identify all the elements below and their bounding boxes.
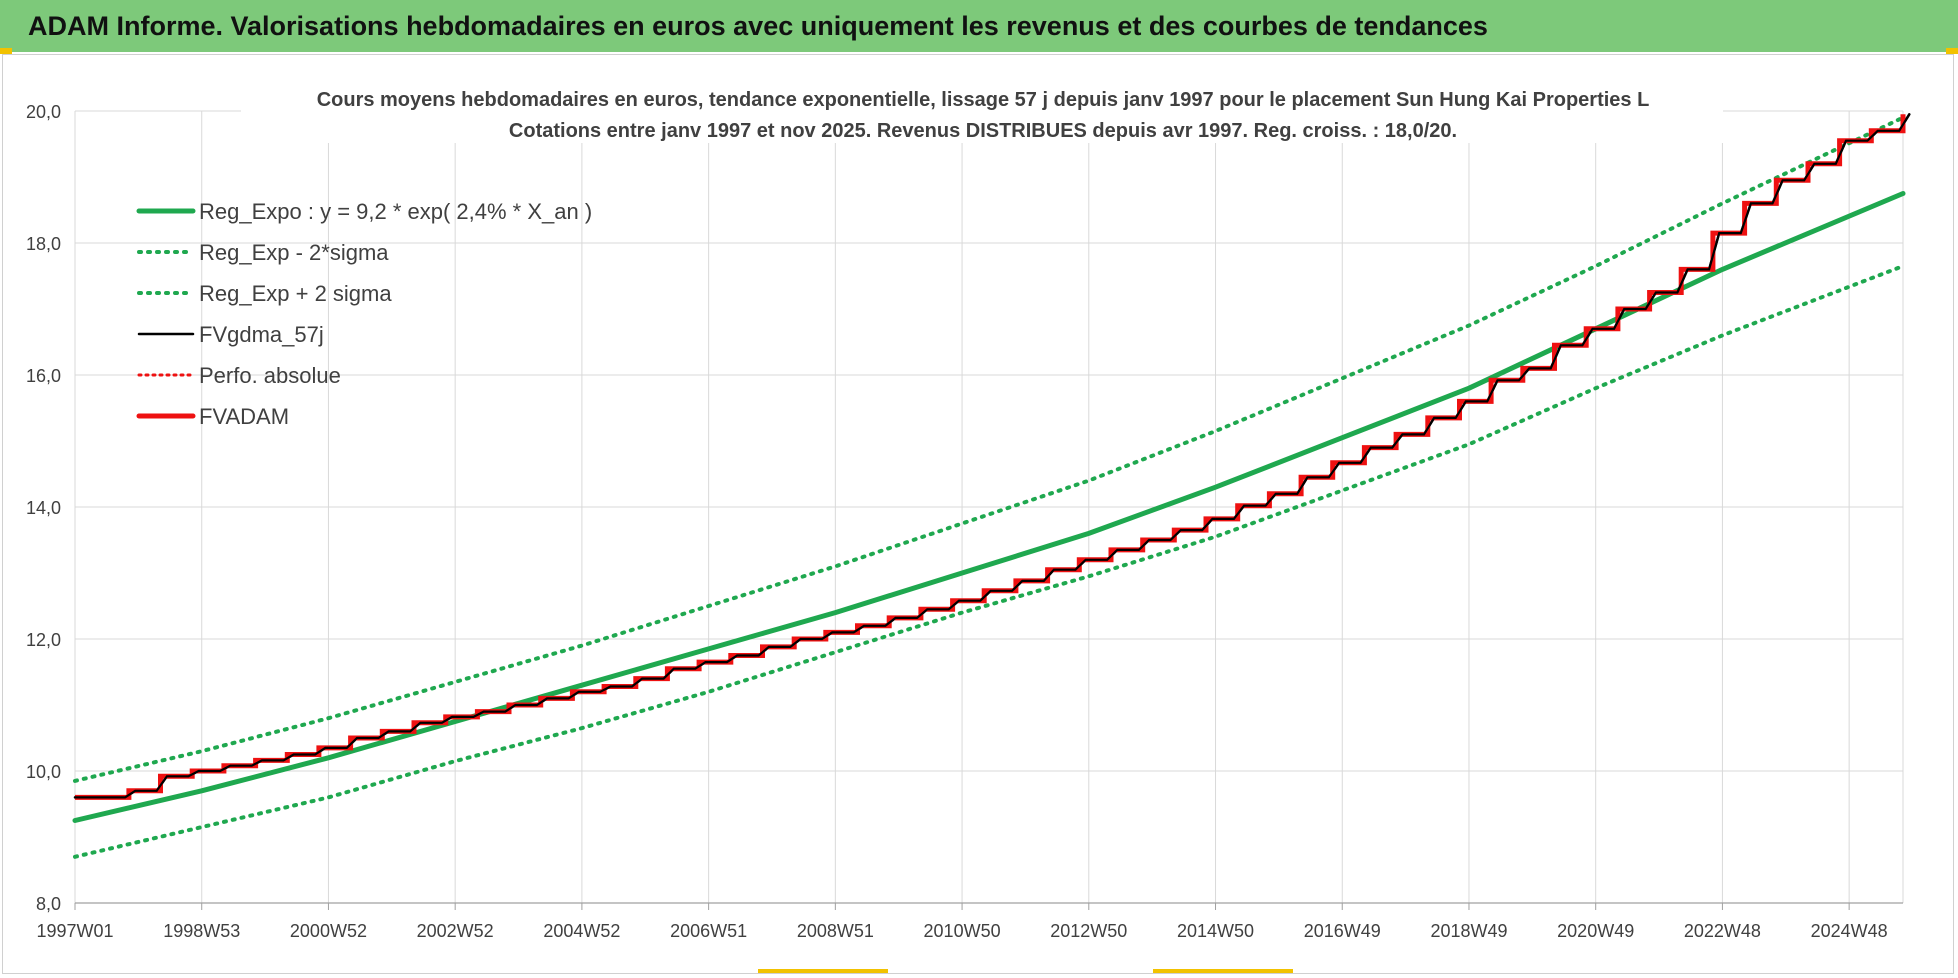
x-tick-label: 2024W48 bbox=[1811, 921, 1888, 941]
y-tick-label: 18,0 bbox=[26, 234, 61, 254]
chart-title-line2: Cotations entre janv 1997 et nov 2025. R… bbox=[509, 120, 1457, 142]
report-title-banner: ADAM Informe. Valorisations hebdomadaire… bbox=[0, 0, 1958, 52]
x-tick-label: 2000W52 bbox=[290, 921, 367, 941]
x-tick-label: 2020W49 bbox=[1557, 921, 1634, 941]
legend-label: Reg_Expo : y = 9,2 * exp( 2,4% * X_an ) bbox=[199, 199, 592, 224]
x-tick-label: 2012W50 bbox=[1050, 921, 1127, 941]
legend: Reg_Expo : y = 9,2 * exp( 2,4% * X_an ) R… bbox=[136, 199, 592, 429]
legend-label: FVgdma_57j bbox=[199, 322, 324, 347]
series-line-fvadam bbox=[75, 114, 1906, 800]
y-tick-label: 8,0 bbox=[36, 894, 61, 914]
y-tick-label: 10,0 bbox=[26, 762, 61, 782]
x-tick-label: 2010W50 bbox=[924, 921, 1001, 941]
y-tick-label: 12,0 bbox=[26, 630, 61, 650]
title-background bbox=[241, 79, 1723, 143]
series-lines bbox=[72, 113, 1911, 859]
series-line-fvgdma bbox=[75, 113, 1911, 799]
x-tick-label: 2022W48 bbox=[1684, 921, 1761, 941]
chart-area: 8,0 10,0 12,0 14,0 16,0 18,0 20,0 1997W01 1998W5… bbox=[2, 54, 1954, 974]
series-line-2 bbox=[73, 115, 1905, 783]
legend-label: Reg_Exp - 2*sigma bbox=[199, 240, 389, 265]
y-tick-label: 20,0 bbox=[26, 102, 61, 122]
line-chart: 8,0 10,0 12,0 14,0 16,0 18,0 20,0 1997W01 1998W5… bbox=[26, 79, 1911, 941]
bottom-accent-2 bbox=[1153, 969, 1293, 973]
chart-title-line1: Cours moyens hebdomadaires en euros, ten… bbox=[317, 89, 1650, 111]
x-tick-label: 2004W52 bbox=[543, 921, 620, 941]
grid bbox=[74, 110, 1904, 904]
y-tick-label: 16,0 bbox=[26, 366, 61, 386]
legend-label: Perfo. absolue bbox=[199, 363, 341, 388]
x-tick-label: 1997W01 bbox=[36, 921, 113, 941]
corner-accent-right bbox=[1946, 48, 1958, 54]
report-title: ADAM Informe. Valorisations hebdomadaire… bbox=[28, 11, 1488, 41]
x-tick-label: 2008W51 bbox=[797, 921, 874, 941]
axes: 8,0 10,0 12,0 14,0 16,0 18,0 20,0 1997W01 1998W5… bbox=[26, 102, 1903, 941]
x-tick-label: 1998W53 bbox=[163, 921, 240, 941]
legend-label: FVADAM bbox=[199, 404, 289, 429]
legend-label: Reg_Exp + 2 sigma bbox=[199, 281, 392, 306]
corner-accent-left bbox=[0, 48, 12, 54]
x-tick-label: 2006W51 bbox=[670, 921, 747, 941]
y-tick-label: 14,0 bbox=[26, 498, 61, 518]
x-tick-label: 2014W50 bbox=[1177, 921, 1254, 941]
x-tick-label: 2018W49 bbox=[1430, 921, 1507, 941]
x-tick-label: 2002W52 bbox=[417, 921, 494, 941]
series-line-1 bbox=[73, 264, 1905, 859]
bottom-accent-1 bbox=[758, 969, 888, 973]
x-tick-label: 2016W49 bbox=[1304, 921, 1381, 941]
